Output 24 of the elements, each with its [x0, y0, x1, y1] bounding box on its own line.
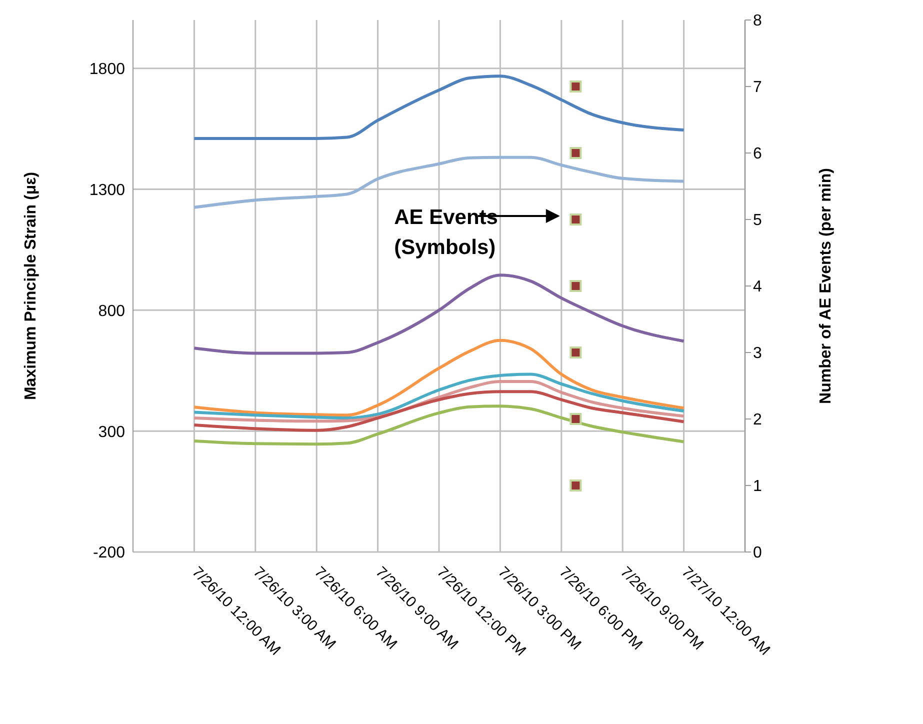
y-tick-label: 300	[98, 424, 126, 441]
y2-tick-label: 2	[753, 412, 762, 429]
y2-tick-label: 5	[753, 212, 762, 230]
y2-tick-label: 4	[753, 278, 762, 296]
point	[570, 214, 582, 226]
y2-tick-label: 0	[753, 544, 762, 562]
point	[570, 480, 582, 492]
y-tick-label: 800	[98, 302, 126, 320]
y-tick-label: 1800	[89, 61, 126, 78]
point	[570, 346, 582, 358]
annotation: AE Events (Symbols)	[394, 205, 498, 261]
y2-tick-label: 8	[753, 12, 762, 30]
y-axis-title: Maximum Principle Strain (με)	[22, 172, 40, 400]
point	[570, 147, 582, 159]
y2-tick-label: 7	[753, 79, 762, 96]
point	[570, 280, 582, 292]
y-tick-label: 1300	[89, 182, 126, 199]
y2-tick-label: 1	[753, 478, 762, 496]
y2-axis-title: Number of AE Events (per min)	[818, 168, 835, 404]
y-tick-label: -200	[92, 544, 126, 562]
y2-tick-label: 3	[753, 345, 762, 362]
point	[570, 413, 582, 425]
y2-tick-label: 6	[753, 146, 762, 163]
point	[570, 80, 582, 92]
